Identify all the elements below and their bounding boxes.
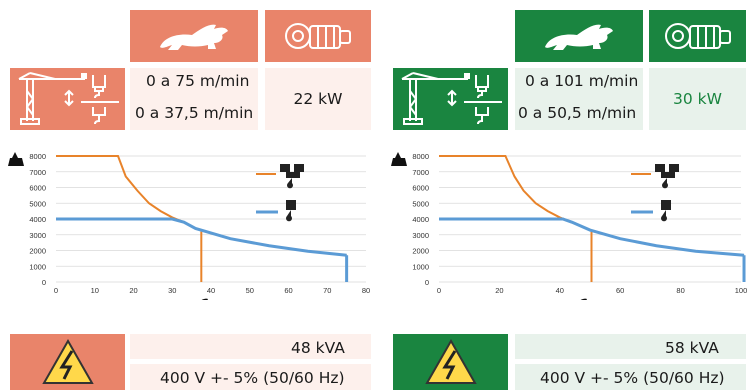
y-tick-label: 5000: [412, 199, 429, 208]
x-tick-label: 80: [362, 286, 370, 295]
y-tick-label: 1000: [29, 262, 46, 271]
chart-left: 0 1000 2000 3000 4000 5000 6000 7000 8000 0 10 20 30…: [0, 140, 373, 300]
gear-motor-icon: [664, 23, 731, 49]
y-tick-label: 3000: [29, 231, 46, 240]
apparent-power-text: 48 kVA: [291, 339, 345, 357]
high-voltage-warning-icon: [424, 339, 477, 384]
rabbit-icon: [545, 24, 613, 50]
y-tick-label: 7000: [412, 168, 429, 177]
power-cell: 22 kW: [265, 68, 371, 130]
motor-power-text: 30 kW: [673, 90, 722, 108]
y-tick-label: 1000: [412, 262, 429, 271]
series-single-reeving: [439, 217, 745, 257]
x-tick-label: 20: [129, 286, 137, 295]
x-tick-label: 0: [437, 286, 441, 295]
x-tick-label: 70: [323, 286, 331, 295]
gear-motor-icon: [285, 23, 351, 49]
panel-right: 0 a 101 m/min 0 a 50,5 m/min 30 kW 0 1000…: [375, 0, 747, 390]
x-tick-label: 60: [284, 286, 292, 295]
voltage-text: 400 V +- 5% (50/60 Hz): [540, 369, 725, 387]
x-tick-label: 30: [168, 286, 176, 295]
panel-left: 0 a 75 m/min 0 a 37,5 m/min 22 kW 0 1000 2…: [0, 0, 373, 390]
series-single-reeving: [56, 217, 347, 257]
speed-tile: [130, 10, 258, 62]
kva-cell: [515, 334, 746, 359]
voltage-cell: [130, 364, 371, 390]
motor-tile: [265, 10, 371, 62]
single-reeving-hook-icon: [285, 200, 296, 222]
speed-low-text: 0 a 37,5 m/min: [135, 104, 254, 122]
y-tick-label: 4000: [412, 215, 429, 224]
double-reeving-hook-icon: [280, 164, 304, 189]
speed-high-text: 0 a 75 m/min: [146, 72, 250, 90]
y-tick-label: 4000: [29, 215, 46, 224]
chart-right-svg: 0 1000 2000 3000 4000 5000 6000 7000 8000 0 20 40 60…: [391, 152, 747, 300]
speed-value-cell: [130, 68, 258, 130]
motor-power-text: 22 kW: [293, 90, 343, 108]
voltage-text: 400 V +- 5% (50/60 Hz): [160, 369, 345, 387]
y-tick-label: 3000: [412, 231, 429, 240]
load-weight-icon: [8, 152, 24, 166]
kva-cell: [130, 334, 371, 359]
x-tick-label: 100: [735, 286, 747, 295]
speed-high-text: 0 a 101 m/min: [525, 72, 639, 90]
x-tick-label: 50: [246, 286, 254, 295]
speed-tile: [515, 10, 643, 62]
high-voltage-warning-icon: [41, 339, 94, 384]
y-tick-label: 6000: [29, 184, 46, 193]
x-tick-label: 80: [676, 286, 684, 295]
single-reeving-hook-icon: [661, 200, 671, 222]
double-reeving-hook-icon: [655, 164, 679, 189]
power-cell: 30 kW: [649, 68, 746, 130]
y-tick-label: 0: [42, 278, 46, 287]
voltage-tile: [10, 334, 125, 390]
y-tick-label: 8000: [29, 152, 46, 161]
crane-tile: [393, 68, 508, 130]
motor-tile: [649, 10, 746, 62]
tower-crane-icon: [18, 72, 119, 125]
tower-crane-icon: [401, 72, 502, 125]
speed-value-cell: [515, 68, 643, 130]
chart-right: 0 1000 2000 3000 4000 5000 6000 7000 8000 0 20 40 60…: [375, 140, 747, 300]
y-tick-label: 2000: [412, 247, 429, 256]
y-tick-label: 2000: [29, 247, 46, 256]
rabbit-icon: [201, 298, 208, 300]
voltage-cell: [515, 364, 746, 390]
x-tick-label: 20: [495, 286, 503, 295]
y-tick-label: 8000: [412, 152, 429, 161]
rabbit-icon: [580, 298, 587, 300]
speed-low-text: 0 a 50,5 m/min: [518, 104, 637, 122]
load-weight-icon: [391, 152, 407, 166]
y-tick-label: 0: [425, 278, 429, 287]
x-tick-label: 40: [207, 286, 215, 295]
rabbit-icon: [160, 24, 228, 50]
y-tick-label: 6000: [412, 184, 429, 193]
x-tick-label: 10: [91, 286, 99, 295]
voltage-tile: [393, 334, 508, 390]
x-tick-label: 40: [556, 286, 564, 295]
y-tick-label: 5000: [29, 199, 46, 208]
apparent-power-text: 58 kVA: [665, 339, 719, 357]
x-tick-label: 0: [54, 286, 58, 295]
crane-tile: [10, 68, 125, 130]
y-tick-label: 7000: [29, 168, 46, 177]
x-tick-label: 60: [616, 286, 624, 295]
chart-left-svg: 0 1000 2000 3000 4000 5000 6000 7000 8000 0 10 20 30…: [8, 152, 370, 300]
